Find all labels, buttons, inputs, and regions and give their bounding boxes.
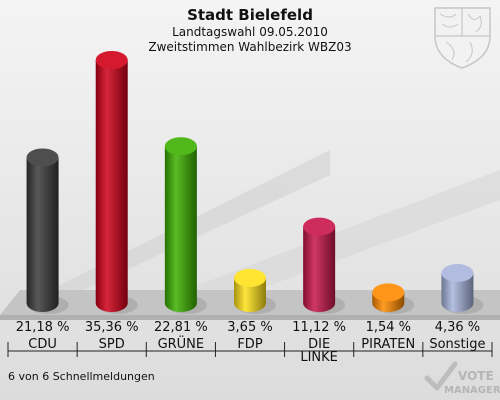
category-label: Sonstige xyxy=(429,337,485,352)
category-label: DIE xyxy=(308,337,330,352)
bar-cap xyxy=(95,51,128,69)
bar-sonstige xyxy=(441,264,484,314)
chart-title: Stadt Bielefeld xyxy=(187,6,313,24)
bar-cap xyxy=(303,217,336,236)
bar-fdp xyxy=(234,268,276,314)
bar-die-linke xyxy=(303,217,346,314)
bar-cap xyxy=(372,283,405,302)
value-label: 22,81 % xyxy=(154,320,208,335)
bar-grüne xyxy=(164,137,207,314)
value-label: 35,36 % xyxy=(85,320,139,335)
bar-body xyxy=(234,277,266,312)
bar-cap xyxy=(441,264,474,283)
bar-cdu xyxy=(26,148,69,314)
value-labels-group: 21,18 % 35,36 % 22,81 % 3,65 % 11,12 % 1,54 %… xyxy=(16,320,480,335)
category-axis-ticks xyxy=(7,342,493,357)
category-label: FDP xyxy=(237,337,262,352)
bar-cap xyxy=(26,148,59,167)
bar-piraten xyxy=(372,283,415,314)
vote-manager-logo: VOTE MANAGER xyxy=(424,361,500,396)
bar-spd xyxy=(95,51,138,314)
bar-body xyxy=(303,226,336,312)
chart-subtitle-election: Landtagswahl 09.05.2010 xyxy=(172,25,328,39)
category-label: PIRATEN xyxy=(361,337,415,352)
value-label: 11,12 % xyxy=(292,320,346,335)
logo-text-vote: VOTE xyxy=(458,369,494,383)
value-label: 21,18 % xyxy=(16,320,70,335)
bar-body xyxy=(164,146,197,312)
value-label: 3,65 % xyxy=(227,320,272,335)
logo-text-manager: MANAGER xyxy=(444,385,500,396)
chart-subtitle-district: Zweitstimmen Wahlbezirk WBZ03 xyxy=(148,40,351,54)
value-label: 4,36 % xyxy=(435,320,480,335)
bar-body xyxy=(441,273,474,312)
category-label: LINKE xyxy=(300,350,338,365)
category-label: CDU xyxy=(28,337,57,352)
bar-cap xyxy=(234,268,266,287)
footer-status: 6 von 6 Schnellmeldungen xyxy=(8,370,155,383)
value-label: 1,54 % xyxy=(366,320,411,335)
chart-floor-edge xyxy=(0,315,500,320)
bar-body xyxy=(26,157,59,312)
bar-cap xyxy=(164,137,197,156)
category-label: GRÜNE xyxy=(158,335,205,352)
bars-group xyxy=(26,51,484,314)
bar-body xyxy=(95,60,128,312)
nrw-coat-of-arms-icon xyxy=(434,7,491,69)
category-label: SPD xyxy=(99,337,125,352)
checkmark-icon xyxy=(424,361,458,391)
